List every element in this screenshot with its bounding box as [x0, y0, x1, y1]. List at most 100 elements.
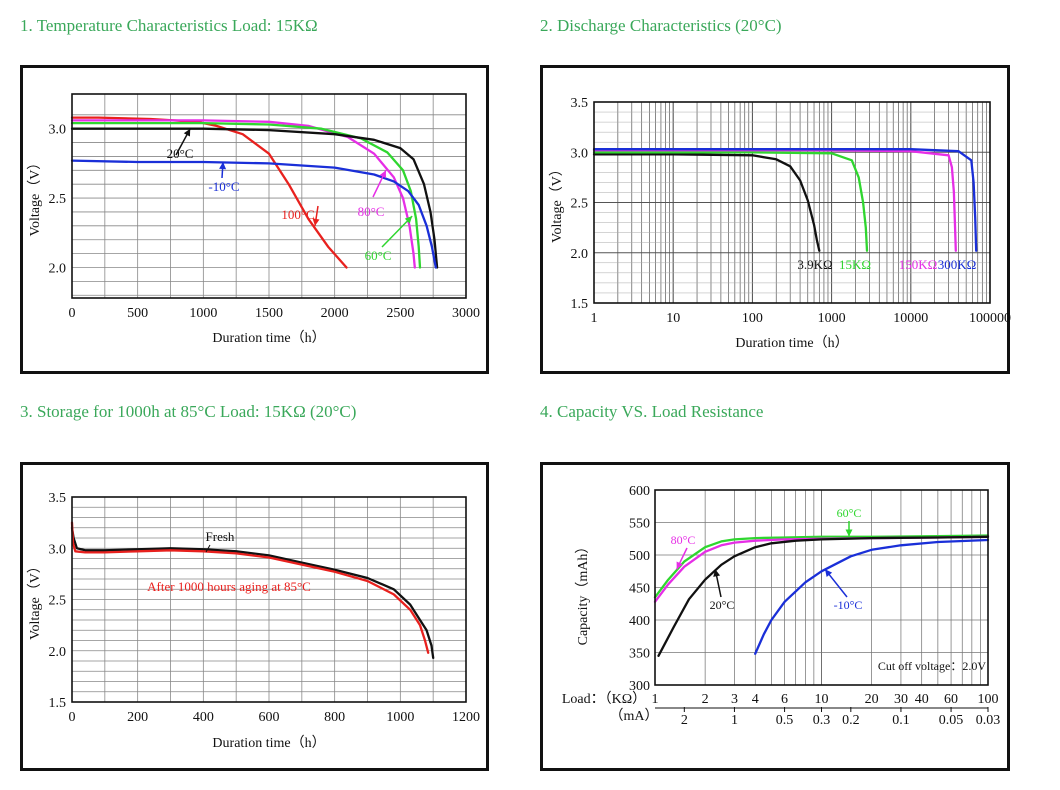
- chart4-x2tick-3: 0.3: [813, 713, 831, 728]
- chart3-xtick-6: 1200: [452, 710, 480, 725]
- chart4-ytick-4: 500: [629, 549, 650, 564]
- chart1-xtick-1: 500: [127, 306, 148, 321]
- chart4-xtick-0: 1: [652, 692, 659, 707]
- chart4-xtick-7: 30: [894, 692, 908, 707]
- chart4-ytick-6: 600: [629, 484, 650, 499]
- chart2-xtick-0: 1: [591, 311, 598, 326]
- chart2-series-label-3: 300KΩ: [938, 257, 977, 272]
- chart1-label-20c: 20°C: [167, 146, 194, 161]
- chart4-label-m10c: -10°C: [834, 598, 863, 612]
- chart1-label-60c: 60°C: [365, 248, 392, 263]
- chart3-label-aged: After 1000 hours aging at 85°C: [147, 579, 311, 594]
- chart1-ytick-1: 2.5: [49, 192, 67, 207]
- chart2-series-2: [592, 149, 957, 252]
- chart4-ytick-3: 450: [629, 582, 650, 597]
- chart1-series-0: [70, 116, 348, 269]
- chart1-label-100c: 100°C: [281, 207, 314, 222]
- chart2-series-label-1: 15KΩ: [839, 257, 871, 272]
- chart1-series-1: [70, 119, 416, 269]
- chart4-arrow-m10c-head: [825, 569, 833, 577]
- chart1-xtick-6: 3000: [452, 306, 480, 321]
- chart4-xtick-4: 6: [781, 692, 788, 707]
- chart4-cutoff-note: Cut off voltage：2.0V: [878, 659, 986, 673]
- chart1-label-m10c: -10°C: [208, 179, 239, 194]
- chart3-ylabel: Voltage（V）: [27, 559, 43, 640]
- chart3-xtick-1: 200: [127, 710, 148, 725]
- chart2-xtick-5: 100000: [969, 311, 1011, 326]
- chart2-series-label-2: 150KΩ: [899, 257, 938, 272]
- chart1-label-80c: 80°C: [358, 204, 385, 219]
- chart4-x2tick-5: 0.1: [892, 713, 910, 728]
- chart2-plot-border: [593, 101, 991, 304]
- chart2-series-0: [592, 153, 821, 252]
- chart1-series-4: [70, 159, 437, 269]
- chart2-ytick-4: 3.5: [571, 96, 589, 111]
- chart4-ytick-1: 350: [629, 647, 650, 662]
- chart4-title: 4. Capacity VS. Load Resistance: [540, 402, 764, 421]
- chart4-x2tick-4: 0.2: [842, 713, 860, 728]
- chart3-label-fresh-tick: [205, 544, 211, 553]
- chart4-plot-border: [654, 489, 989, 686]
- chart4-xtick-9: 60: [944, 692, 958, 707]
- chart1-plot-border: [71, 93, 467, 299]
- chart2-series-label-0: 3.9KΩ: [797, 257, 832, 272]
- chart3-series-0: [70, 526, 435, 660]
- chart1-series-2: [70, 121, 422, 269]
- chart4-ytick-2: 400: [629, 614, 650, 629]
- chart1-ylabel: Voltage（V）: [27, 156, 43, 237]
- chart3-ytick-1: 2.0: [49, 645, 67, 660]
- chart1-xtick-3: 1500: [255, 306, 283, 321]
- chart3-xtick-0: 0: [69, 710, 76, 725]
- chart4-xtick-5: 10: [815, 692, 829, 707]
- chart3-xtick-3: 600: [259, 710, 280, 725]
- chart1-arrow-100c-head: [312, 218, 320, 226]
- chart2-xtick-4: 10000: [893, 311, 928, 326]
- chart1-xtick-2: 1000: [189, 306, 217, 321]
- chart4-xtick-6: 20: [865, 692, 879, 707]
- chart3-title: 3. Storage for 1000h at 85°C Load: 15KΩ …: [20, 402, 357, 421]
- chart1-arrow-m10c-head: [219, 162, 227, 170]
- chart4-label-60c: 60°C: [837, 506, 862, 520]
- chart1-arrow-80c-head: [379, 170, 386, 179]
- chart3-ytick-0: 1.5: [49, 696, 67, 711]
- chart3-plot-border: [71, 496, 467, 703]
- chart3-xtick-4: 800: [324, 710, 345, 725]
- chart4-xlabel: Load：（KΩ）: [562, 691, 646, 707]
- chart2-xtick-3: 1000: [818, 311, 846, 326]
- chart4-label-20c: 20°C: [710, 598, 735, 612]
- chart1-arrow-20c-head: [183, 128, 191, 137]
- chart2-series-3: [592, 148, 978, 252]
- chart4-series-2: [657, 535, 990, 657]
- chart4-ylabel: Capacity（mAh）: [575, 540, 591, 646]
- chart1-xlabel: Duration time（h）: [212, 330, 325, 346]
- chart4-arrow-20c-head: [713, 569, 721, 577]
- chart1-xtick-5: 2500: [386, 306, 414, 321]
- chart2-title: 2. Discharge Characteristics (20°C): [540, 16, 782, 35]
- chart2-ytick-3: 3.0: [571, 146, 589, 161]
- chart4-x2tick-0: 2: [681, 713, 688, 728]
- chart3-xlabel: Duration time（h）: [212, 735, 325, 751]
- chart2-frame: [540, 65, 1010, 374]
- chart3-ytick-2: 2.5: [49, 594, 67, 609]
- chart1-ytick-0: 2.0: [49, 261, 67, 276]
- chart4-label-80c: 80°C: [671, 533, 696, 547]
- chart1-title: 1. Temperature Characteristics Load: 15K…: [20, 16, 318, 35]
- chart2-ytick-0: 1.5: [571, 297, 589, 312]
- chart3-series-1: [70, 521, 430, 654]
- chart3-xtick-2: 400: [193, 710, 214, 725]
- chart3-label-fresh: Fresh: [206, 529, 235, 544]
- chart3-frame: [20, 462, 489, 771]
- chart1-arrow-60c-line: [381, 215, 413, 248]
- chart4-xtick-2: 3: [731, 692, 738, 707]
- chart4-x2tick-2: 0.5: [776, 713, 794, 728]
- chart2-xtick-1: 10: [666, 311, 680, 326]
- chart3-xtick-5: 1000: [386, 710, 414, 725]
- chart1-arrow-60c-head: [404, 216, 413, 224]
- chart2-ytick-2: 2.5: [571, 197, 589, 212]
- chart4-series-3: [754, 538, 990, 655]
- chart3-ytick-3: 3.0: [49, 542, 67, 557]
- chart2-xtick-2: 100: [742, 311, 763, 326]
- chart2-ytick-1: 2.0: [571, 247, 589, 262]
- chart4-x2tick-6: 0.05: [939, 713, 964, 728]
